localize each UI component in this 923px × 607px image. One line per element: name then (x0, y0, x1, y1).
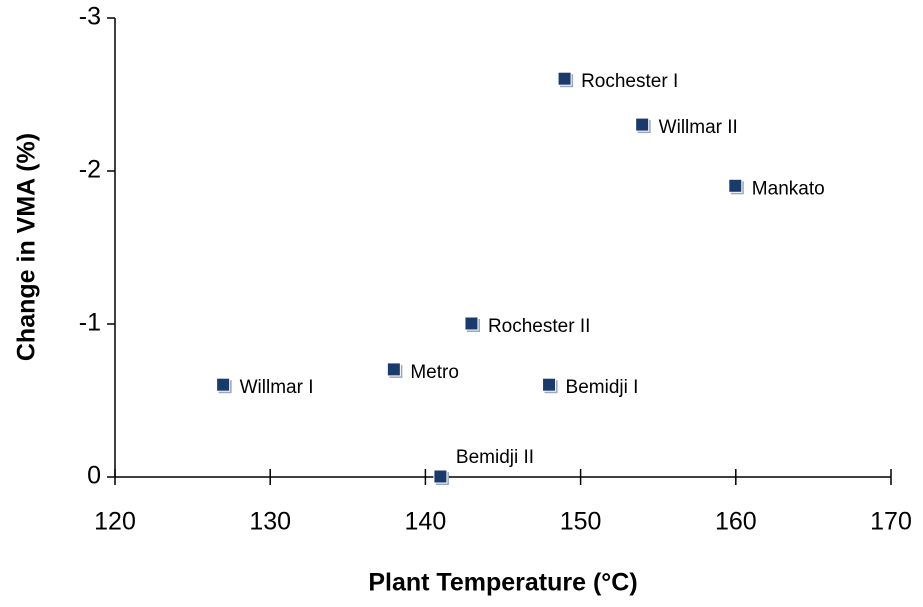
point-label: Rochester I (581, 71, 678, 92)
x-tick-label: 140 (405, 508, 447, 536)
x-tick-label: 160 (715, 508, 757, 536)
y-tick-label: 0 (87, 462, 101, 490)
point (728, 178, 743, 193)
x-tick-label: 150 (560, 508, 602, 536)
x-tick-label: 120 (94, 508, 136, 536)
point-label: Bemidji I (566, 377, 639, 398)
y-tick-label: -2 (79, 156, 101, 184)
point-label: Bemidji II (456, 447, 534, 468)
x-tick-label: 130 (249, 508, 291, 536)
point-label: Metro (410, 362, 459, 383)
point-label: Willmar I (240, 377, 314, 398)
x-tick-label: 170 (870, 508, 912, 536)
point (542, 377, 557, 392)
point-label: Mankato (752, 178, 825, 199)
y-tick-label: -3 (79, 3, 101, 31)
point-label: Rochester II (488, 316, 590, 337)
y-tick-label: -1 (79, 309, 101, 337)
point-label: Willmar II (659, 117, 738, 138)
point (464, 316, 479, 331)
point (386, 362, 401, 377)
point (635, 117, 650, 132)
y-axis-label: Change in VMA (%) (13, 133, 41, 361)
point (557, 71, 572, 86)
point (216, 377, 231, 392)
x-axis-label: Plant Temperature (°C) (368, 569, 637, 597)
point (433, 469, 448, 484)
